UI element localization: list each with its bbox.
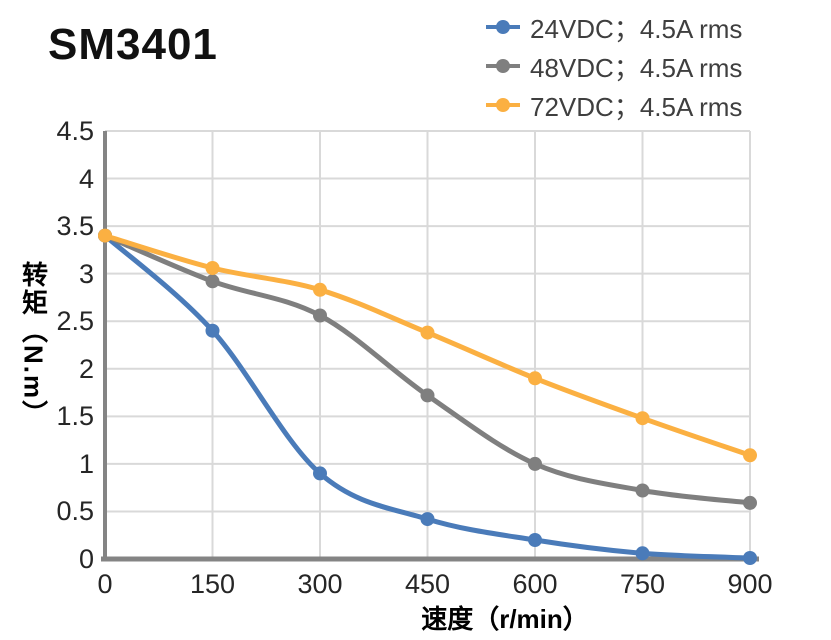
x-tick-label: 450 (404, 569, 451, 599)
data-point-marker (420, 512, 435, 527)
y-tick-label: 0 (78, 544, 94, 574)
y-tick-label: 0.5 (56, 496, 94, 527)
data-point-marker (205, 261, 220, 275)
x-tick-label: 300 (297, 569, 343, 599)
data-point-marker (743, 551, 757, 565)
plot-area (98, 130, 759, 565)
y-tick-label: 3.5 (56, 211, 94, 242)
y-tick-label: 1 (78, 448, 94, 479)
data-point-marker (313, 466, 327, 481)
data-point-marker (635, 483, 650, 498)
data-point-marker (528, 533, 542, 547)
y-axis-title-text: 转矩（N.m） (18, 261, 49, 429)
legend-item: 24VDC；4.5A rms (485, 9, 742, 45)
y-tick-label: 4.5 (56, 116, 94, 146)
data-point-marker (743, 495, 757, 510)
legend-label: 24VDC；4.5A rms (530, 13, 743, 44)
data-point-marker (205, 274, 220, 289)
y-tick-label: 1.5 (56, 401, 94, 432)
data-point-marker (528, 371, 542, 386)
legend-item: 48VDC；4.5A rms (485, 48, 742, 84)
legend-label: 48VDC；4.5A rms (530, 52, 743, 83)
data-point-marker (635, 546, 650, 561)
legend-marker-icon (486, 59, 520, 73)
y-tick-label: 4 (78, 163, 94, 194)
x-tick-label: 750 (619, 569, 666, 599)
data-point-marker (313, 282, 327, 297)
data-point-marker (205, 323, 220, 338)
x-tick-label: 0 (97, 569, 113, 599)
data-point-marker (528, 456, 542, 471)
data-point-marker (420, 388, 435, 403)
y-tick-label: 2.5 (56, 306, 94, 337)
x-axis-title: 速度（r/min） (421, 604, 589, 634)
legend: 24VDC；4.5A rms 48VDC；4.5A rms 72VDC；4.5A r… (485, 9, 742, 123)
y-tick-label: 2 (78, 353, 94, 384)
legend-marker-icon (486, 98, 520, 112)
legend-label: 72VDC；4.5A rms (530, 91, 743, 122)
x-tick-label: 150 (189, 569, 236, 599)
legend-item: 72VDC；4.5A rms (485, 87, 742, 123)
x-tick-label: 900 (727, 569, 773, 599)
data-point-marker (635, 411, 650, 426)
legend-marker-icon (486, 20, 520, 34)
page-title: SM3401 (48, 20, 218, 69)
x-tick-label: 600 (512, 569, 558, 599)
y-axis-title: 转矩（N.m） (16, 131, 52, 559)
data-point-marker (313, 308, 327, 323)
data-point-marker (98, 228, 112, 243)
data-point-marker (743, 448, 757, 463)
y-tick-label: 3 (78, 258, 94, 289)
data-point-marker (420, 325, 435, 340)
